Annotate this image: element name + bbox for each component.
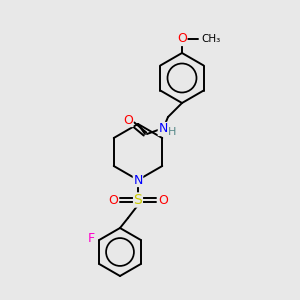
Text: H: H: [168, 127, 176, 137]
Text: O: O: [123, 113, 133, 127]
Text: O: O: [158, 194, 168, 206]
Text: CH₃: CH₃: [201, 34, 220, 44]
Text: F: F: [88, 232, 95, 245]
Text: S: S: [134, 193, 142, 207]
Text: O: O: [177, 32, 187, 46]
Text: N: N: [133, 173, 143, 187]
Text: O: O: [108, 194, 118, 206]
Text: N: N: [158, 122, 168, 136]
